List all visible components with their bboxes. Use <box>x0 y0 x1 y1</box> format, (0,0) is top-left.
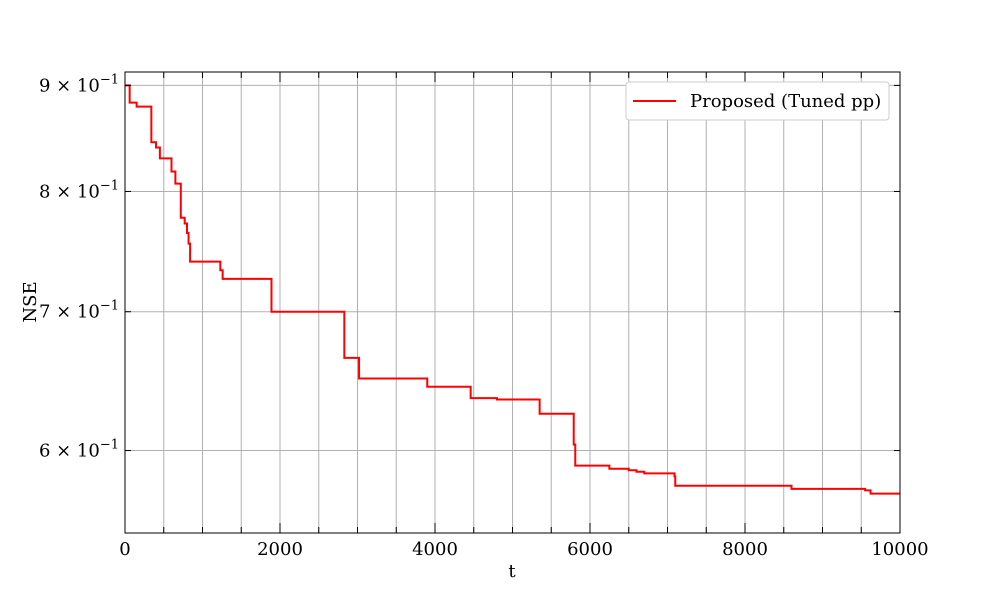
legend-box <box>625 81 890 121</box>
ticks: 0 2000 4000 6000 8000 10000 6 × 10−1 7 × 10−1 8 … <box>39 72 929 560</box>
x-tick-label: 6000 <box>567 539 613 560</box>
x-tick-label: 2000 <box>257 539 303 560</box>
series-line <box>125 84 900 495</box>
x-tick-label: 0 <box>119 539 130 560</box>
legend-entry-label: Proposed (Tuned pp) <box>690 91 881 112</box>
y-tick-label: 7 × 10−1 <box>39 299 119 323</box>
y-axis-label: NSE <box>20 281 41 322</box>
y-tick-label: 9 × 10−1 <box>39 72 119 96</box>
x-tick-label: 8000 <box>722 539 768 560</box>
y-tick-label: 8 × 10−1 <box>39 178 119 202</box>
x-tick-label: 10000 <box>871 539 928 560</box>
x-axis-label: t <box>508 561 516 582</box>
legend: Proposed (Tuned pp) <box>625 81 890 121</box>
series-layer <box>125 84 900 495</box>
grid <box>124 72 901 533</box>
x-tick-label: 4000 <box>412 539 458 560</box>
y-tick-label: 6 × 10−1 <box>39 438 119 462</box>
